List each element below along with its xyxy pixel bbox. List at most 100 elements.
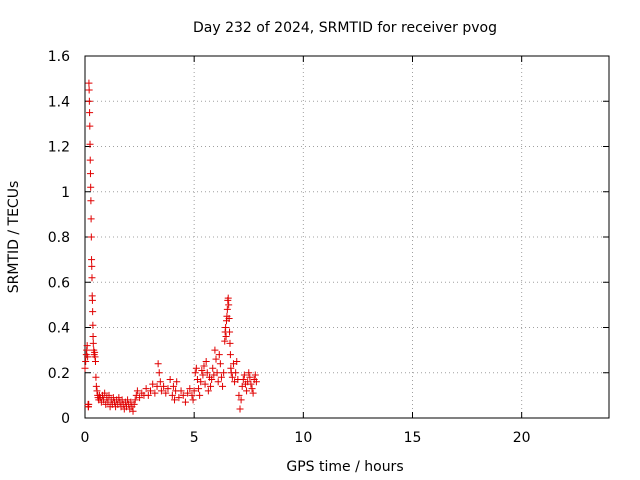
data-point [226, 339, 234, 347]
data-point [196, 391, 204, 399]
data-point [85, 86, 93, 94]
data-point [247, 380, 255, 388]
data-point [217, 373, 225, 381]
data-point [88, 296, 96, 304]
data-point [85, 97, 93, 105]
data-point [189, 396, 197, 404]
data-point [86, 156, 94, 164]
data-point [181, 398, 189, 406]
data-point [153, 382, 161, 390]
data-point [195, 385, 203, 393]
y-tick-label: 1.6 [48, 49, 70, 65]
data-point [192, 364, 200, 372]
data-point [144, 391, 152, 399]
data-point [209, 364, 217, 372]
data-point [129, 407, 137, 415]
data-point [156, 378, 164, 386]
data-point [175, 394, 183, 402]
data-point [164, 385, 172, 393]
data-point [85, 79, 93, 87]
data-point [203, 369, 211, 377]
data-point [199, 371, 207, 379]
grid-lines [85, 56, 609, 418]
y-axis-label: SRMTID / TECUs [6, 181, 22, 294]
data-point [88, 262, 96, 270]
data-point [222, 324, 230, 331]
data-point [89, 308, 97, 316]
data-point [184, 389, 192, 397]
data-point [154, 360, 162, 368]
data-point [237, 396, 245, 404]
data-point [81, 364, 89, 372]
data-point [155, 369, 163, 377]
data-point [233, 357, 241, 365]
y-tick-label: 1 [61, 185, 70, 201]
data-point [105, 391, 113, 399]
data-point [252, 378, 260, 386]
y-tick-label: 0 [61, 411, 70, 427]
data-point [245, 369, 253, 377]
data-point [215, 351, 223, 359]
data-point [173, 378, 181, 386]
data-point [225, 301, 233, 309]
data-point [251, 371, 259, 379]
y-tick-label: 0.4 [48, 321, 70, 337]
data-point [211, 346, 219, 354]
data-point [188, 391, 196, 399]
y-tick-label: 1.2 [48, 140, 70, 156]
data-point [92, 373, 100, 381]
data-point [162, 389, 170, 397]
data-point [214, 378, 222, 386]
chart-title: Day 232 of 2024, SRMTID for receiver pvo… [193, 20, 497, 36]
data-point [88, 274, 96, 282]
data-point [85, 400, 93, 408]
plot-frame [84, 55, 610, 419]
data-point [224, 294, 232, 302]
data-point [202, 357, 210, 365]
data-point [87, 197, 95, 205]
x-tick-label: 15 [404, 430, 422, 446]
data-point [86, 122, 94, 130]
data-points [81, 79, 260, 415]
data-point [133, 387, 141, 395]
data-point [168, 391, 176, 399]
data-point [232, 369, 240, 377]
x-tick-label: 0 [81, 430, 90, 446]
data-point [198, 366, 206, 374]
data-point [93, 387, 101, 395]
data-point [89, 333, 97, 341]
data-point [89, 321, 97, 329]
y-tick-label: 1.4 [48, 94, 70, 110]
x-tick-label: 20 [513, 430, 531, 446]
data-point [171, 396, 179, 404]
data-point [149, 380, 157, 388]
tick-marks [84, 55, 609, 419]
x-tick-label: 5 [190, 430, 199, 446]
data-point [186, 385, 194, 393]
data-point [249, 389, 257, 397]
data-point [190, 387, 198, 395]
data-point [240, 371, 248, 379]
data-point [228, 373, 236, 381]
data-point [204, 387, 212, 395]
data-point [221, 337, 229, 345]
data-point [84, 353, 92, 361]
data-point [212, 355, 220, 363]
data-point [157, 387, 165, 395]
data-point [248, 385, 256, 393]
data-point [236, 405, 244, 413]
x-tick-label: 10 [294, 430, 312, 446]
data-point [136, 394, 144, 402]
data-point [201, 380, 209, 388]
data-point [131, 396, 139, 404]
data-point [87, 233, 95, 241]
data-point [91, 357, 99, 365]
data-point [226, 351, 234, 359]
data-point [147, 387, 154, 395]
data-point [160, 382, 168, 390]
data-point [87, 183, 95, 191]
data-point [219, 382, 227, 390]
data-point [207, 382, 215, 390]
data-point [222, 333, 230, 341]
